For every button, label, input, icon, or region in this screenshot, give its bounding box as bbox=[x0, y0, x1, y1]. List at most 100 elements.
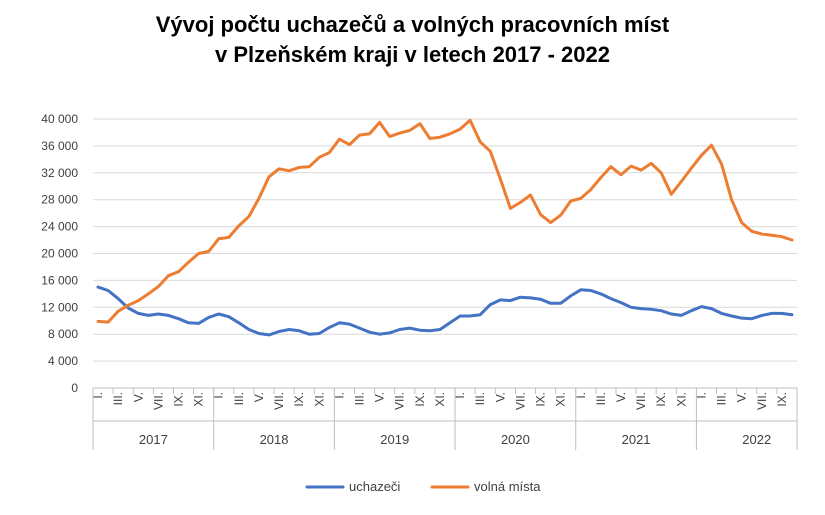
data-point bbox=[247, 215, 251, 218]
data-point bbox=[549, 302, 552, 305]
data-point bbox=[499, 298, 502, 302]
x-tick-label: IX. bbox=[654, 392, 668, 407]
data-point bbox=[589, 289, 592, 292]
series-lines bbox=[96, 118, 794, 337]
data-point bbox=[750, 230, 753, 233]
x-tick-label: XI. bbox=[312, 392, 326, 407]
data-point bbox=[579, 288, 582, 291]
chart-title: Vývoj počtu uchazečů a volných pracovníc… bbox=[0, 10, 825, 70]
y-tick-label: 28 000 bbox=[41, 193, 78, 207]
x-tick-label: VII. bbox=[513, 392, 527, 410]
x-tick-label: IX. bbox=[534, 392, 548, 407]
data-point bbox=[519, 296, 522, 299]
x-tick-label: I. bbox=[332, 392, 346, 399]
data-point bbox=[760, 314, 763, 317]
data-point bbox=[207, 316, 210, 319]
x-axis: I. III. V. VII. IX. XI. 2017 I. III. V. VII. IX. XI.… bbox=[91, 387, 798, 450]
data-point bbox=[468, 314, 472, 318]
data-point bbox=[428, 329, 432, 332]
x-tick-label: V. bbox=[131, 392, 145, 402]
data-point bbox=[338, 138, 341, 141]
data-point bbox=[408, 326, 411, 330]
data-point bbox=[147, 292, 150, 296]
data-point bbox=[277, 330, 281, 333]
data-point bbox=[448, 321, 452, 324]
series-line bbox=[96, 285, 794, 337]
data-point bbox=[509, 299, 512, 302]
data-point bbox=[308, 333, 311, 336]
x-tick-label: IX. bbox=[413, 392, 427, 407]
year-label: 2022 bbox=[742, 432, 771, 447]
data-point bbox=[710, 144, 713, 147]
data-point bbox=[418, 329, 422, 332]
data-point bbox=[328, 326, 331, 329]
data-point bbox=[609, 297, 613, 300]
data-point bbox=[589, 188, 592, 191]
data-point bbox=[770, 312, 774, 315]
data-point bbox=[780, 312, 784, 315]
data-point bbox=[479, 313, 482, 316]
data-point bbox=[639, 307, 643, 310]
data-point bbox=[700, 154, 703, 157]
y-tick-label: 4 000 bbox=[48, 354, 78, 368]
x-tick-label: V. bbox=[493, 392, 507, 402]
data-point bbox=[428, 137, 432, 140]
data-point bbox=[187, 261, 190, 264]
data-point bbox=[177, 317, 180, 320]
data-point bbox=[529, 193, 532, 197]
data-point bbox=[207, 250, 210, 253]
data-point bbox=[287, 328, 291, 331]
x-tick-label: VII. bbox=[634, 392, 648, 410]
data-point bbox=[639, 168, 643, 172]
data-point bbox=[579, 197, 582, 200]
data-point bbox=[730, 314, 733, 318]
data-point bbox=[378, 121, 381, 124]
data-point bbox=[529, 296, 532, 300]
x-tick-label: V. bbox=[614, 392, 628, 402]
year-label: 2018 bbox=[260, 432, 289, 447]
data-point bbox=[318, 156, 321, 159]
data-point bbox=[418, 122, 422, 125]
data-point bbox=[217, 312, 220, 316]
x-tick-label: III. bbox=[473, 392, 487, 405]
data-point bbox=[398, 328, 401, 331]
x-tick-label: I. bbox=[694, 392, 708, 399]
x-tick-label: VII. bbox=[272, 392, 286, 410]
data-point bbox=[700, 305, 703, 308]
data-point bbox=[227, 236, 230, 239]
x-tick-label: XI. bbox=[433, 392, 447, 407]
x-tick-label: XI. bbox=[674, 392, 688, 407]
year-label: 2020 bbox=[501, 432, 530, 447]
data-point bbox=[257, 197, 261, 200]
data-point bbox=[650, 308, 653, 311]
data-point bbox=[670, 193, 673, 196]
data-point bbox=[157, 285, 160, 288]
data-point bbox=[629, 306, 633, 309]
x-tick-label: IX. bbox=[171, 392, 185, 407]
data-point bbox=[448, 132, 452, 135]
data-point bbox=[458, 314, 462, 318]
x-tick-label: III. bbox=[594, 392, 608, 405]
data-point bbox=[167, 314, 170, 317]
data-point bbox=[559, 302, 562, 305]
data-point bbox=[277, 167, 281, 170]
data-point bbox=[489, 150, 492, 153]
data-point bbox=[167, 274, 170, 277]
data-point bbox=[569, 199, 572, 203]
data-point bbox=[760, 232, 763, 236]
legend-label: uchazeči bbox=[349, 479, 400, 494]
data-point bbox=[318, 332, 321, 335]
data-point bbox=[599, 176, 603, 179]
data-point bbox=[348, 322, 351, 326]
data-point bbox=[116, 297, 120, 300]
data-point bbox=[96, 320, 100, 323]
x-tick-label: III. bbox=[111, 392, 125, 405]
y-tick-label: 36 000 bbox=[41, 139, 78, 153]
data-point bbox=[780, 235, 784, 238]
x-tick-label: VII. bbox=[151, 392, 165, 410]
x-tick-label: IX. bbox=[775, 392, 789, 407]
x-tick-label: IX. bbox=[292, 392, 306, 407]
data-point bbox=[338, 321, 341, 324]
data-point bbox=[489, 303, 492, 306]
